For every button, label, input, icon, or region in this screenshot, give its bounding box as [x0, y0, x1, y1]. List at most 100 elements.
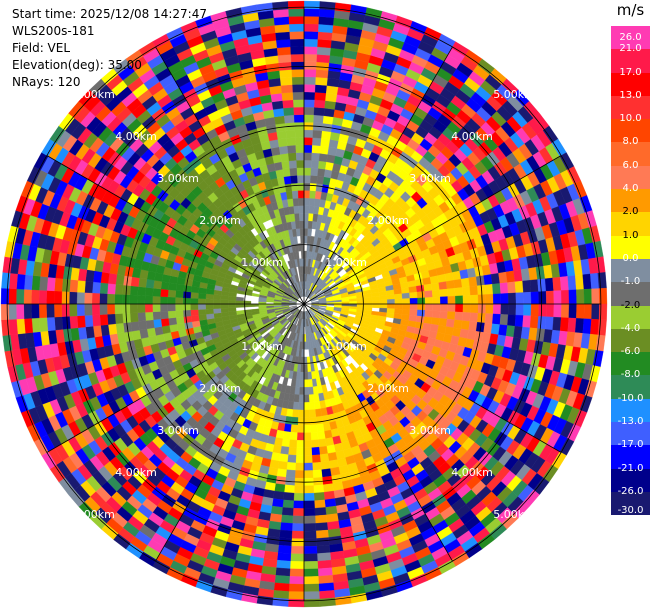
velocity-gate — [175, 283, 185, 292]
velocity-gate — [507, 281, 516, 294]
velocity-gate — [295, 144, 305, 153]
velocity-gate — [160, 288, 169, 298]
velocity-gate — [278, 537, 292, 547]
velocity-gate — [153, 318, 162, 328]
velocity-gate — [289, 576, 305, 585]
velocity-gate — [303, 447, 313, 456]
velocity-gate — [277, 460, 288, 470]
velocity-gate — [31, 275, 41, 291]
range-ring-label: 2.00km — [199, 214, 241, 227]
velocity-gate — [292, 401, 299, 411]
range-ring-label: 4.00km — [451, 130, 493, 143]
velocity-gate — [280, 84, 294, 94]
velocity-gate — [416, 309, 426, 317]
velocity-gate — [144, 295, 153, 305]
velocity-gate — [205, 293, 214, 300]
velocity-gate — [235, 303, 244, 308]
velocity-gate — [575, 274, 585, 290]
velocity-gate — [538, 291, 547, 305]
velocity-gate — [514, 280, 524, 294]
velocity-gate — [303, 228, 309, 237]
velocity-gate — [290, 175, 298, 184]
velocity-gate — [283, 492, 295, 501]
velocity-gate — [314, 401, 321, 410]
velocity-gate — [84, 292, 93, 305]
velocity-gate — [291, 538, 305, 547]
velocity-gate — [297, 424, 305, 433]
velocity-gate — [313, 114, 324, 124]
velocity-gate — [303, 84, 316, 93]
velocity-gate — [167, 310, 177, 319]
velocity-gate — [303, 561, 319, 570]
velocity-gate — [152, 288, 162, 297]
velocity-gate — [303, 394, 310, 403]
velocity-gate — [286, 137, 296, 146]
velocity-gate — [387, 299, 396, 305]
velocity-gate — [485, 293, 494, 305]
velocity-gate — [76, 315, 86, 328]
velocity-gate — [303, 76, 317, 85]
velocity-gate — [462, 303, 471, 313]
velocity-gate — [315, 69, 329, 79]
velocity-gate — [322, 483, 334, 493]
velocity-gate — [278, 453, 289, 463]
velocity-gate — [275, 31, 291, 41]
velocity-gate — [469, 312, 479, 323]
velocity-gate — [31, 289, 40, 305]
velocity-gate — [455, 295, 464, 305]
velocity-gate — [91, 292, 100, 305]
velocity-gate — [282, 431, 291, 440]
velocity-gate — [303, 583, 320, 592]
colorbar-tick-label: -17.0 — [617, 439, 644, 451]
velocity-gate — [416, 284, 425, 293]
velocity-gate — [61, 278, 71, 292]
velocity-gate — [182, 291, 192, 299]
range-ring-label: 3.00km — [157, 424, 199, 437]
velocity-gate — [318, 153, 328, 162]
velocity-gate — [386, 294, 395, 300]
velocity-gate — [303, 182, 311, 191]
velocity-gate — [371, 295, 380, 301]
velocity-gate — [545, 290, 555, 305]
velocity-gate — [552, 316, 562, 332]
velocity-gate — [46, 276, 56, 292]
velocity-gate — [275, 169, 285, 179]
velocity-gate — [23, 303, 32, 319]
velocity-gate — [288, 205, 295, 215]
velocity-gate — [295, 220, 301, 229]
velocity-gate — [296, 167, 305, 176]
velocity-gate — [169, 323, 179, 333]
velocity-gate — [422, 277, 432, 286]
velocity-gate — [323, 429, 333, 439]
velocity-gate — [283, 423, 292, 433]
velocity-gate — [235, 296, 244, 301]
velocity-gate — [288, 152, 297, 162]
velocity-gate — [308, 205, 315, 214]
velocity-gate — [318, 160, 327, 170]
velocity-gate — [291, 190, 299, 199]
velocity-gate — [182, 309, 192, 317]
velocity-gate — [401, 292, 411, 299]
velocity-gate — [559, 276, 569, 291]
velocity-gate — [303, 31, 319, 40]
range-ring-label: 1.00km — [241, 340, 283, 353]
velocity-gate — [297, 417, 305, 426]
start-time-text: Start time: 2025/12/08 14:27:47 — [12, 7, 207, 21]
velocity-gate — [470, 303, 479, 314]
velocity-gate — [303, 212, 309, 221]
velocity-gate — [438, 318, 448, 327]
velocity-gate — [314, 499, 326, 509]
velocity-gate — [303, 462, 313, 471]
velocity-gate — [293, 99, 305, 108]
velocity-gate — [303, 568, 319, 577]
velocity-gate — [424, 297, 433, 305]
velocity-gate — [289, 167, 298, 177]
velocity-gate — [303, 144, 313, 153]
velocity-gate — [423, 316, 433, 325]
colorbar-tick-label: -30.0 — [617, 505, 644, 517]
velocity-gate — [460, 277, 470, 288]
velocity-gate — [318, 575, 334, 585]
velocity-gate — [424, 290, 433, 298]
velocity-gate — [423, 283, 433, 292]
range-ring-label: 2.00km — [199, 382, 241, 395]
